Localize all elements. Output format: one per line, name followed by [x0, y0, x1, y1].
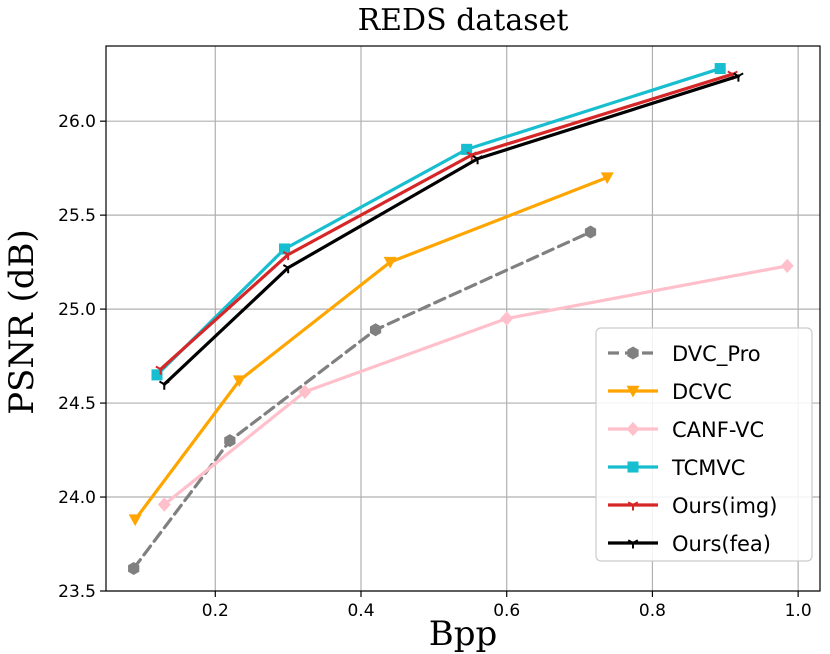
- x-axis-title: Bpp: [429, 614, 498, 654]
- data-point-canf-vc: [298, 384, 312, 399]
- y-tick-label: 25.0: [58, 300, 96, 320]
- data-point-canf-vc: [157, 497, 171, 512]
- data-point-tcmvc: [714, 63, 726, 75]
- y-tick-label: 26.0: [58, 112, 96, 132]
- data-point-ours-img: [282, 250, 294, 261]
- ticks: 0.2 0.4 0.6 0.8 1.0 23.5 24.0 24.5 25.0 25.5 26.0: [58, 112, 812, 621]
- data-point-canf-vc: [500, 311, 514, 326]
- legend-label-canf-vc: CANF-VC: [672, 418, 764, 442]
- series-canf-vc: [157, 258, 794, 512]
- y-tick-label: 24.5: [58, 394, 96, 414]
- legend-label-dcvc: DCVC: [672, 380, 732, 404]
- legend-label-ours-img: Ours(img): [672, 494, 777, 518]
- data-point-dvc-pro: [584, 225, 597, 239]
- data-point-ours-fea: [282, 264, 294, 274]
- data-point-dcvc: [128, 514, 142, 527]
- series-line-ours-img: [159, 72, 735, 371]
- data-point-canf-vc: [780, 258, 794, 274]
- plot-frame: [105, 45, 821, 592]
- y-tick-label: 25.5: [58, 206, 96, 226]
- legend-marker-dcvc: [626, 385, 640, 398]
- data-point-dcvc: [600, 172, 614, 185]
- series-layer: [128, 63, 794, 575]
- chart-title: REDS dataset: [358, 3, 569, 38]
- legend-box: [595, 327, 813, 562]
- legend-label-tcmvc: TCMVC: [671, 456, 745, 480]
- y-axis-title: PSNR (dB): [2, 229, 42, 415]
- data-point-dvc-pro: [369, 323, 382, 337]
- legend: DVC_Pro DCVC CANF-VC TCMVC Ours(img) Ours(fea…: [595, 327, 813, 562]
- data-point-tcmvc: [151, 369, 163, 381]
- y-tick-label: 23.5: [58, 582, 96, 602]
- data-point-dvc-pro: [128, 561, 140, 575]
- series-tcmvc: [151, 63, 726, 381]
- legend-label-ours-fea: Ours(fea): [672, 532, 771, 556]
- data-point-tcmvc: [461, 143, 473, 155]
- series-line-canf-vc: [162, 264, 789, 507]
- data-point-ours-fea: [159, 380, 170, 390]
- x-tick-label: 0.6: [493, 601, 520, 621]
- legend-marker-dvc-pro: [627, 346, 639, 360]
- x-tick-label: 0.2: [202, 601, 229, 621]
- series-dcvc: [128, 172, 614, 527]
- x-tick-label: 0.4: [347, 601, 374, 621]
- legend-label-dvc-pro: DVC_Pro: [672, 342, 761, 367]
- series-line-tcmvc: [155, 66, 722, 377]
- x-tick-label: 0.8: [639, 601, 666, 621]
- data-point-tcmvc: [278, 243, 291, 255]
- series-line-dvc-pro: [132, 230, 593, 571]
- series-dvc-pro: [128, 225, 597, 575]
- legend-marker-tcmvc: [627, 461, 639, 473]
- data-point-dcvc: [232, 375, 246, 388]
- data-point-ours-fea: [472, 155, 483, 165]
- series-ours-fea: [159, 72, 744, 390]
- data-point-ours-img: [155, 365, 166, 375]
- series-ours-img: [155, 70, 738, 375]
- y-tick-label: 24.0: [58, 488, 96, 508]
- legend-marker-canf-vc: [626, 421, 640, 437]
- data-point-dvc-pro: [224, 434, 236, 448]
- series-line-ours-fea: [162, 74, 741, 386]
- data-point-ours-fea: [733, 72, 744, 82]
- series-line-dcvc: [133, 175, 609, 522]
- x-tick-label: 1.0: [785, 601, 812, 621]
- data-point-ours-img: [466, 151, 478, 161]
- legend-marker-ours-fea: [627, 539, 639, 549]
- data-point-dcvc: [383, 256, 397, 269]
- legend-marker-ours-img: [627, 501, 639, 511]
